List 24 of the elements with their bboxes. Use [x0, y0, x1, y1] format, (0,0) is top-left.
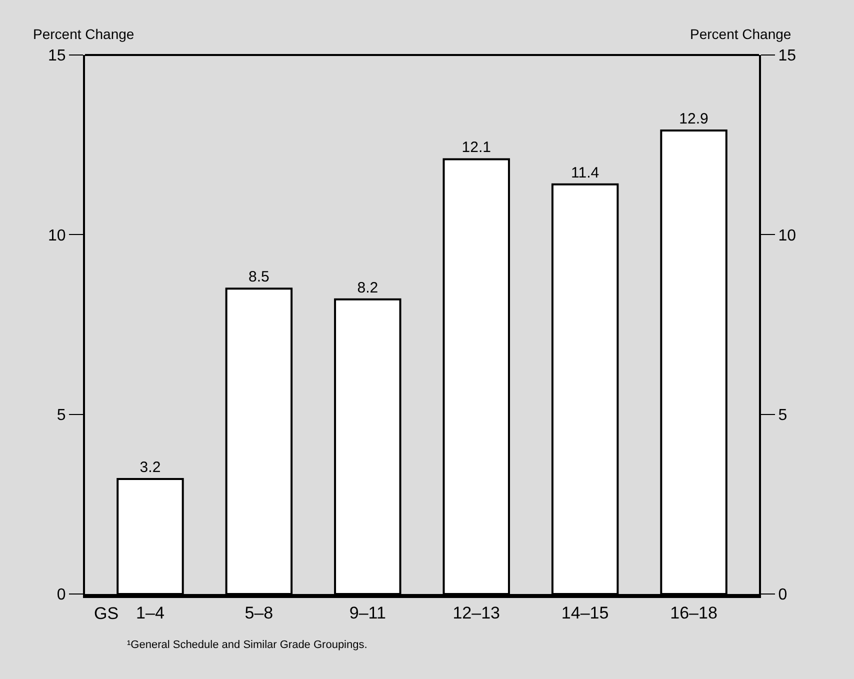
x-tick-label: 9–11	[349, 603, 386, 622]
y2-axis-title: Percent Change	[690, 26, 792, 42]
y-tick-label: 5	[56, 406, 66, 424]
x-tick-label: 14–15	[561, 603, 609, 622]
y-tick-label: 15	[48, 48, 66, 65]
y2-tick-label: 0	[778, 586, 788, 604]
x-tick-label: 12–13	[452, 603, 500, 622]
x-tick-label: 16–18	[670, 603, 718, 622]
x-tick-label: 1–4	[136, 603, 164, 622]
data-label: 3.2	[140, 459, 161, 476]
data-label: 11.4	[571, 164, 600, 182]
y-tick-label: 0	[56, 586, 66, 604]
y-tick-label: 10	[48, 227, 66, 244]
y-axis-title: Percent Change	[33, 26, 134, 42]
data-label: 12.9	[679, 110, 708, 128]
data-label: 8.2	[357, 279, 378, 296]
text: ¹General Schedule and Similar Grade Groupings.	[127, 639, 368, 651]
y2-tick-label: 5	[778, 406, 788, 424]
x-tick-label: 5–8	[244, 603, 274, 622]
y2-tick-label: 10	[778, 227, 796, 244]
data-label: 8.5	[248, 268, 270, 286]
data-label: 12.1	[462, 139, 491, 156]
y2-tick-label: 15	[778, 48, 796, 65]
x-axis-title: GS	[94, 604, 119, 623]
